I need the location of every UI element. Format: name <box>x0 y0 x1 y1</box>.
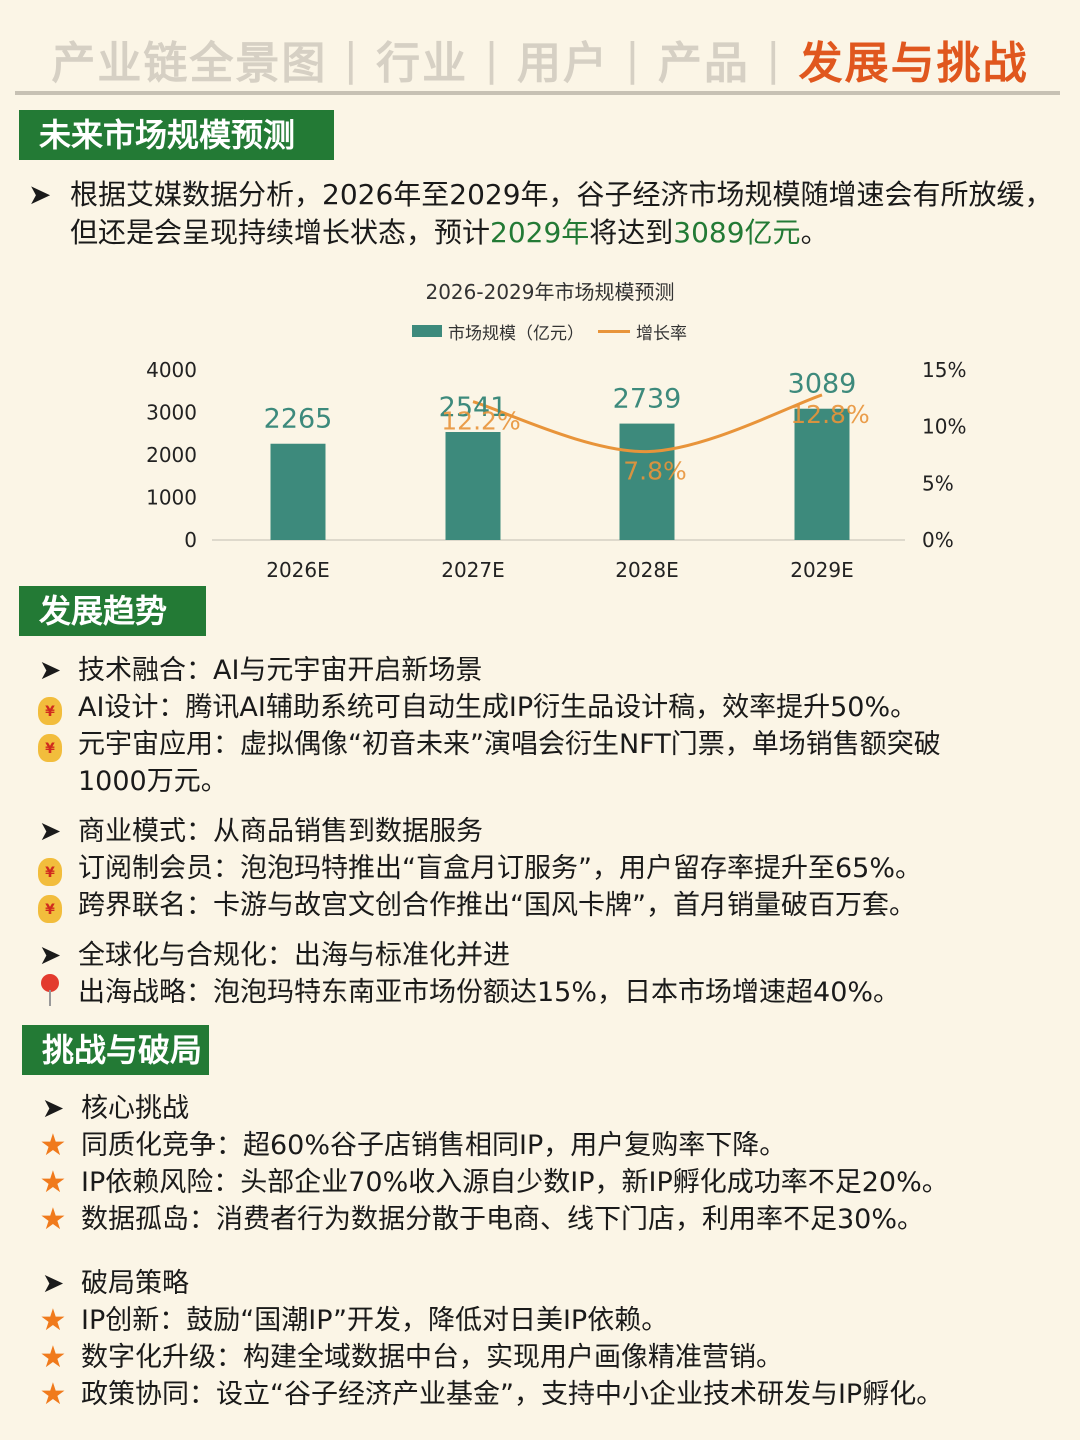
trend-heading-business-text: 商业模式：从商品销售到数据服务 <box>78 816 483 847</box>
bar-market-size <box>794 408 850 540</box>
challenge-heading-core-text: 核心挑战 <box>81 1093 189 1124</box>
moneybag-icon: ¥ <box>38 697 62 725</box>
top-nav: 产业链全景图 | 行业 | 用户 | 产品 | 发展与挑战 <box>0 28 1080 90</box>
growth-rate-label: 7.8% <box>623 457 687 486</box>
bar-market-size <box>619 423 675 540</box>
y-right-tick-label: 0% <box>922 528 954 552</box>
legend-bar-label: 市场规模（亿元） <box>448 323 584 344</box>
arrow-icon: ➤ <box>38 940 62 971</box>
legend-bar-swatch <box>412 325 442 337</box>
trend-item-ai-design-text: AI设计：腾讯AI辅助系统可自动生成IP衍生品设计稿，效率提升50%。 <box>78 692 918 723</box>
bar-value-label: 3089 <box>788 369 857 400</box>
moneybag-icon: ¥ <box>38 858 62 886</box>
bar-value-label: 2739 <box>613 384 682 415</box>
strategy-item-digital-text: 数字化升级：构建全域数据中台，实现用户画像精准营销。 <box>81 1342 783 1373</box>
section-title-challenges: 挑战与破局 <box>22 1025 209 1075</box>
intro-text-1: 根据艾媒数据分析，2026年至2029年，谷子经济市场规模随增速会有所放 <box>70 178 997 211</box>
arrow-icon: ➤ <box>41 1093 65 1124</box>
nav-separator: | <box>484 33 501 85</box>
x-tick-label: 2028E <box>615 558 679 582</box>
y-right-tick-label: 5% <box>922 471 954 495</box>
nav-separator: | <box>343 33 361 85</box>
strategy-item-policy-text: 政策协同：设立“谷子经济产业基金”，支持中小企业技术研发与IP孵化。 <box>81 1379 944 1410</box>
growth-rate-line <box>472 393 823 454</box>
arrow-icon: ➤ <box>41 1268 65 1299</box>
trend-heading-global-text: 全球化与合规化：出海与标准化并进 <box>78 940 510 971</box>
star-icon: ★ <box>39 1165 67 1200</box>
y-right-tick-label: 10% <box>922 415 966 439</box>
y-left-tick-label: 1000 <box>146 486 197 510</box>
intro-text-2: 缓，但还是会呈现持续增长状态，预计 <box>70 178 1053 249</box>
moneybag-icon: ¥ <box>38 895 62 923</box>
bar-market-size <box>270 443 326 540</box>
intro-highlight-year: 2029年 <box>490 216 590 249</box>
y-left-tick-label: 2000 <box>146 443 197 467</box>
intro-highlight-value: 3089亿元 <box>673 216 801 249</box>
y-left-tick-label: 4000 <box>146 358 197 382</box>
x-tick-label: 2029E <box>790 558 854 582</box>
arrow-icon: ➤ <box>38 655 62 686</box>
trend-item-crossover-text: 跨界联名：卡游与故宫文创合作推出“国风卡牌”，首月销量破百万套。 <box>78 890 916 921</box>
section-title-forecast: 未来市场规模预测 <box>19 110 334 160</box>
trend-item-metaverse-text: 元宇宙应用：虚拟偶像“初音未来”演唱会衍生NFT门票，单场销售额突破 <box>78 729 941 760</box>
bar-market-size <box>445 432 501 540</box>
trend-item-overseas-text: 出海战略：泡泡玛特东南亚市场份额达15%，日本市场增速超40%。 <box>78 977 901 1008</box>
arrow-icon: ➤ <box>38 816 62 847</box>
growth-rate-label: 12.8% <box>790 400 869 429</box>
star-icon: ★ <box>39 1128 67 1163</box>
star-icon: ★ <box>39 1303 67 1338</box>
tab-users[interactable]: 用户 <box>517 38 609 89</box>
tab-industry-chain[interactable]: 产业链全景图 <box>51 38 328 89</box>
intro-text-3: 将达到 <box>589 216 674 249</box>
nav-separator: | <box>765 33 783 85</box>
moneybag-icon: ¥ <box>38 734 62 762</box>
star-icon: ★ <box>39 1202 67 1237</box>
legend-line-swatch <box>598 329 630 333</box>
challenge-item-homogeneity-text: 同质化竞争：超60%谷子店销售相同IP，用户复购率下降。 <box>81 1130 787 1161</box>
x-tick-label: 2026E <box>266 558 330 582</box>
tab-products[interactable]: 产品 <box>657 38 750 89</box>
trend-heading-tech-text: 技术融合：AI与元宇宙开启新场景 <box>78 655 483 686</box>
section-title-trends: 发展趋势 <box>19 586 206 636</box>
bar-value-label: 2265 <box>264 404 333 435</box>
tab-development-challenges[interactable]: 发展与挑战 <box>798 38 1029 89</box>
strategy-heading-text: 破局策略 <box>81 1268 189 1299</box>
star-icon: ★ <box>39 1340 67 1375</box>
challenge-item-ip-dependency-text: IP依赖风险：头部企业70%收入源自少数IP，新IP孵化成功率不足20%。 <box>81 1167 949 1198</box>
x-tick-label: 2027E <box>441 558 505 582</box>
trend-item-subscription-text: 订阅制会员：泡泡玛特推出“盲盒月订服务”，用户留存率提升至65%。 <box>78 853 922 884</box>
nav-separator: | <box>625 33 642 85</box>
chart-title: 2026-2029年市场规模预测 <box>425 280 675 304</box>
y-left-tick-label: 3000 <box>146 401 197 425</box>
strategy-item-ip-innovation-text: IP创新：鼓励“国潮IP”开发，降低对日美IP依赖。 <box>81 1305 669 1336</box>
y-right-tick-label: 15% <box>922 358 966 382</box>
growth-rate-label: 12.2% <box>441 407 520 436</box>
nav-divider <box>15 91 1060 95</box>
market-size-chart: 0 1000 2000 3000 4000 0% 5% 10% 15% 2026E 2027E 202… <box>146 358 966 582</box>
pin-icon <box>38 974 62 1008</box>
challenge-item-data-silo-text: 数据孤岛：消费者行为数据分散于电商、线下门店，利用率不足30%。 <box>81 1204 925 1235</box>
forecast-intro: ➤ 根据艾媒数据分析，2026年至2029年，谷子经济市场规模随增速会有所放缓，… <box>28 176 1068 252</box>
legend-line-label: 增长率 <box>636 323 687 344</box>
intro-text-4: 。 <box>800 216 829 249</box>
tab-industry[interactable]: 行业 <box>376 38 469 89</box>
arrow-icon: ➤ <box>28 178 52 211</box>
trend-item-metaverse-text-cont: 1000万元。 <box>78 766 228 797</box>
chart-legend: 市场规模（亿元） 增长率 <box>412 318 687 344</box>
bar-value-label: 2541 <box>439 392 508 423</box>
y-left-tick-label: 0 <box>184 528 197 552</box>
star-icon: ★ <box>39 1377 67 1412</box>
